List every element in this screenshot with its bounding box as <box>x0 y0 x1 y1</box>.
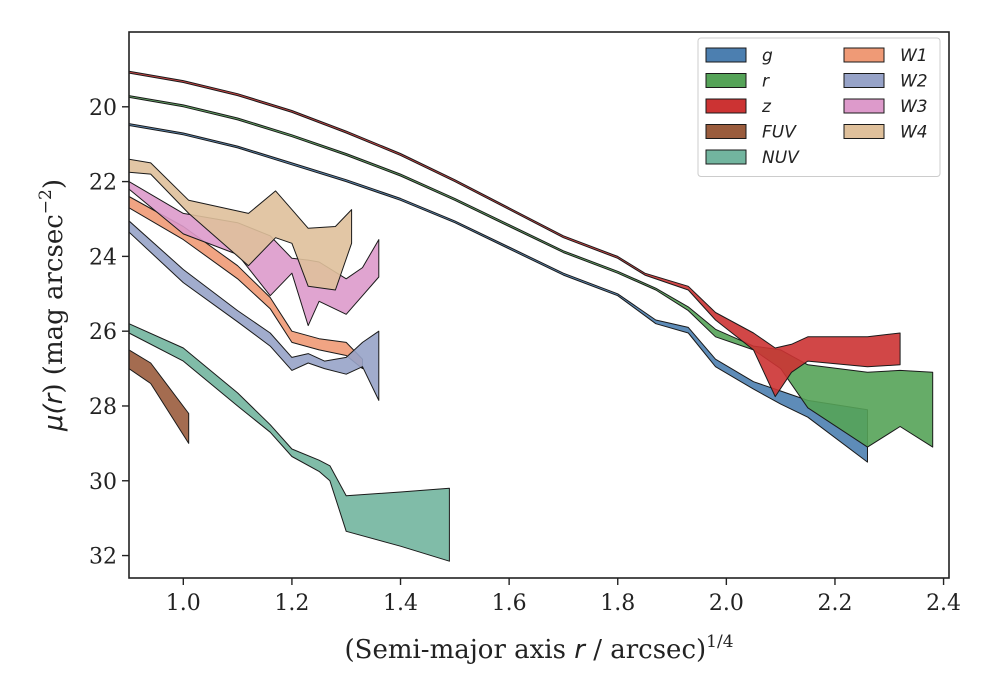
plot-frame <box>128 31 950 579</box>
legend-frame <box>697 37 941 177</box>
legend-swatch-g <box>705 47 747 63</box>
y-axis-ticks: 20 22 24 26 28 30 32 <box>89 96 129 570</box>
band-w4 <box>129 158 353 291</box>
legend-swatch-nuv <box>705 149 747 165</box>
y-tick-label: 20 <box>89 96 117 121</box>
legend-label-r: r <box>762 72 770 92</box>
legend-swatch-w4 <box>843 124 885 139</box>
y-tick-label: 26 <box>89 320 117 345</box>
x-tick-label: 2.2 <box>817 591 852 616</box>
legend-label-z: z <box>761 97 772 117</box>
legend-label-w1: W1 <box>900 46 928 66</box>
x-tick-label: 1.0 <box>166 591 201 616</box>
x-axis-ticks: 1.0 1.2 1.4 1.6 1.8 2.0 2.2 2.4 <box>166 578 961 616</box>
legend-swatch-z <box>705 98 747 114</box>
series-bands <box>129 70 934 562</box>
band-g <box>129 123 868 463</box>
x-tick-label: 1.8 <box>600 591 635 616</box>
y-tick-label: 22 <box>89 171 117 196</box>
legend-label-fuv: FUV <box>762 123 797 143</box>
legend-swatch-r <box>705 73 747 88</box>
legend-label-w4: W4 <box>900 123 928 143</box>
y-tick-label: 30 <box>89 470 117 495</box>
legend-label-w2: W2 <box>900 72 928 92</box>
band-fuv <box>129 349 190 444</box>
legend-label-nuv: NUV <box>762 148 800 168</box>
x-tick-label: 1.6 <box>492 591 527 616</box>
y-tick-label: 32 <box>89 545 117 570</box>
band-nuv <box>129 323 450 562</box>
x-tick-label: 1.2 <box>274 591 309 616</box>
legend: grz FUV NUV W1 W2 W3 W4 <box>697 37 941 177</box>
y-axis-title: μ(r) (mag arcsec−2) <box>36 179 69 432</box>
x-tick-label: 2.0 <box>709 591 744 616</box>
legend-swatch-fuv <box>705 124 747 139</box>
band-r <box>129 95 934 448</box>
y-tick-label: 24 <box>89 245 117 270</box>
legend-swatch-w1 <box>843 47 885 63</box>
band-z <box>129 70 901 398</box>
band-w1 <box>129 196 363 370</box>
legend-label-w3: W3 <box>900 97 928 117</box>
legend-label-g: g <box>762 46 773 66</box>
band-w2 <box>129 220 380 401</box>
x-tick-label: 1.4 <box>383 591 418 616</box>
x-axis-title: (Semi-major axis r / arcsec)1/4 <box>344 632 733 665</box>
legend-swatch-w3 <box>843 98 885 114</box>
x-tick-label: 2.4 <box>926 591 961 616</box>
legend-swatch-w2 <box>843 73 885 88</box>
y-tick-label: 28 <box>89 395 117 420</box>
